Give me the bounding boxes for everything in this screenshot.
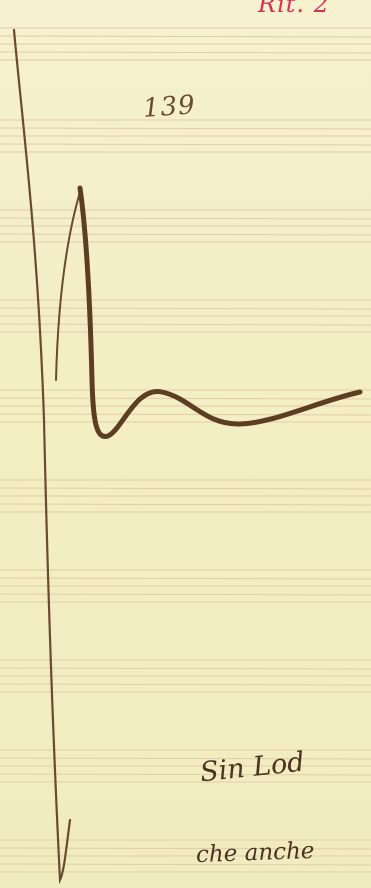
- staff-line: [0, 683, 371, 686]
- staff-line: [0, 413, 371, 416]
- inner-bracket-stroke: [55, 191, 81, 381]
- system-bracket: [12, 28, 72, 885]
- red-annotation: Rit. 2: [258, 0, 330, 18]
- staff-line: [0, 143, 371, 146]
- staff-line: [0, 397, 371, 400]
- staff-line: [0, 127, 371, 130]
- staff-line: [0, 773, 371, 776]
- staff-line: [0, 217, 371, 220]
- staff-line: [0, 487, 371, 490]
- staff-line: [0, 847, 371, 850]
- staff-line: [0, 51, 371, 54]
- staff-line: [0, 233, 371, 236]
- ending-flourish: [77, 185, 363, 439]
- staff-line: [0, 577, 371, 580]
- staff-line: [0, 503, 371, 506]
- staff-line: [0, 593, 371, 596]
- staff-line: [0, 667, 371, 670]
- staff-line: [0, 35, 371, 38]
- lyric-line-2: che anche: [195, 837, 315, 869]
- staff-line: [0, 863, 371, 866]
- staff-line: [0, 757, 371, 760]
- staff-line: [0, 307, 371, 310]
- staff-line: [0, 323, 371, 326]
